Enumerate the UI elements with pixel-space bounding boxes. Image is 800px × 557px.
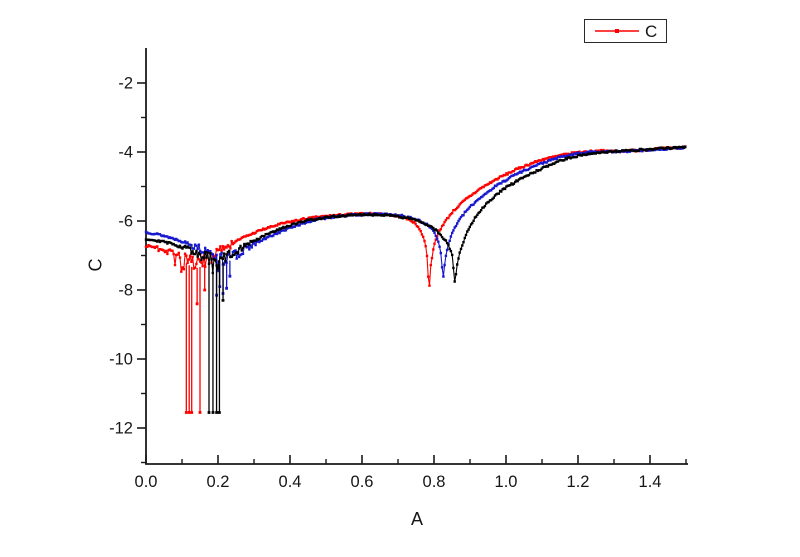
y-tick-label: -10 [109, 351, 133, 369]
x-tick-label: 0.2 [207, 473, 230, 491]
legend-label: C [645, 21, 658, 41]
y-tick-label: -12 [109, 420, 133, 438]
y-tick-label: -2 [118, 75, 133, 93]
x-tick-label: 1.2 [567, 473, 590, 491]
x-tick-label: 1.0 [495, 473, 518, 491]
x-tick-label: 0.8 [423, 473, 446, 491]
x-tick-label: 0.0 [135, 473, 158, 491]
legend-sample-line [595, 29, 639, 33]
x-tick-label: 1.4 [639, 473, 662, 491]
y-tick-label: -4 [118, 144, 133, 162]
legend: C [584, 19, 667, 43]
y-tick-label: -6 [118, 213, 133, 231]
y-axis-title: C [85, 258, 106, 272]
x-tick-label: 0.6 [351, 473, 374, 491]
series-line [145, 146, 686, 277]
y-tick-label: -8 [118, 282, 133, 300]
x-axis-title: A [410, 509, 424, 529]
series-black-curve [144, 145, 687, 414]
legend-square-marker-icon [615, 29, 619, 33]
x-tick-label: 0.4 [279, 473, 302, 491]
